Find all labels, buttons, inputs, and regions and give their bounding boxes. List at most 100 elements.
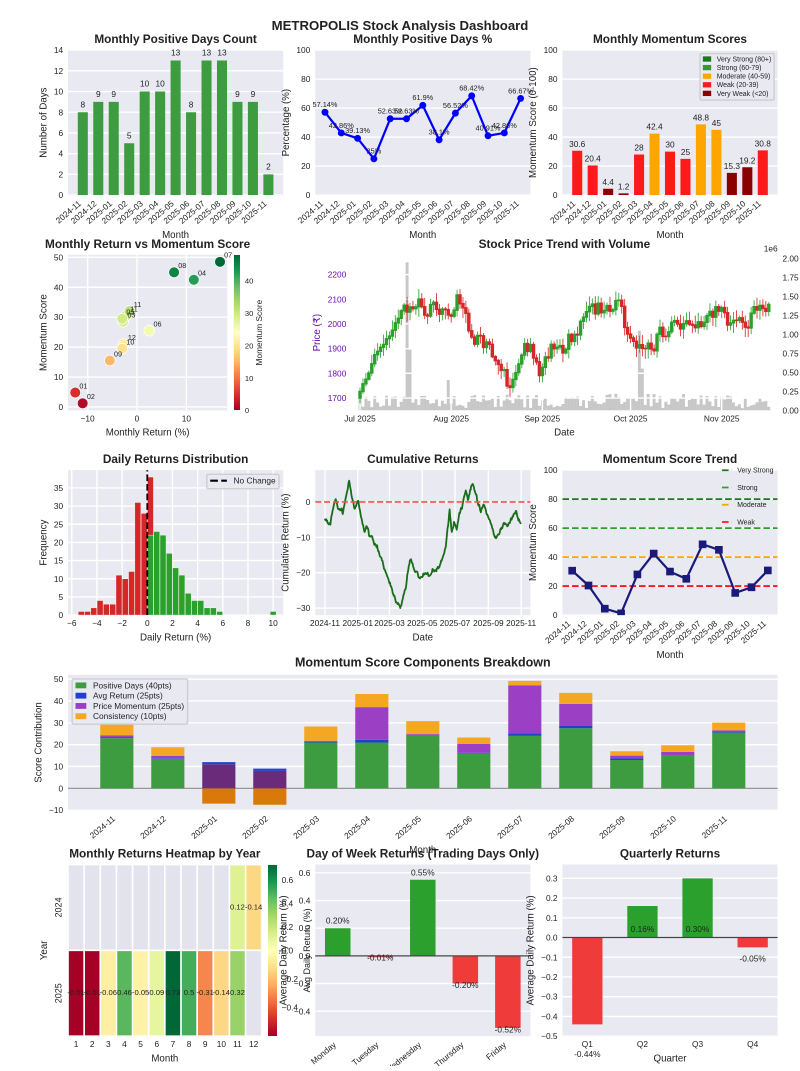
svg-text:01: 01 (79, 381, 87, 390)
svg-text:9: 9 (203, 1039, 208, 1049)
svg-text:0.75: 0.75 (782, 348, 799, 358)
svg-text:0.32: 0.32 (230, 988, 245, 997)
svg-text:Month: Month (656, 230, 683, 241)
svg-text:45: 45 (712, 118, 722, 128)
svg-text:60: 60 (548, 523, 558, 533)
svg-text:0.73: 0.73 (165, 988, 180, 997)
svg-text:80: 80 (548, 74, 558, 84)
svg-text:-0.61: -0.61 (67, 988, 84, 997)
svg-text:4: 4 (122, 1039, 127, 1049)
svg-text:9: 9 (235, 89, 240, 99)
svg-text:40: 40 (301, 132, 311, 142)
svg-text:100: 100 (544, 45, 558, 55)
svg-text:−0.4: −0.4 (294, 1006, 311, 1016)
svg-text:48.8: 48.8 (693, 112, 710, 122)
svg-text:0.46: 0.46 (117, 988, 132, 997)
svg-text:11: 11 (134, 300, 142, 309)
svg-text:-0.20%: -0.20% (452, 980, 479, 990)
svg-text:1.2: 1.2 (618, 181, 630, 191)
svg-text:−0.4: −0.4 (541, 1011, 558, 1021)
svg-text:10: 10 (268, 618, 278, 628)
svg-text:−30: −30 (296, 603, 310, 613)
svg-text:0: 0 (306, 190, 311, 200)
svg-text:−10: −10 (81, 413, 95, 423)
svg-text:2025-05: 2025-05 (407, 618, 438, 628)
svg-text:−6: −6 (67, 618, 77, 628)
svg-text:10: 10 (126, 337, 134, 346)
svg-text:20.4: 20.4 (585, 154, 602, 164)
svg-text:8: 8 (80, 99, 85, 109)
svg-text:8: 8 (58, 107, 63, 117)
svg-text:Momentum Score Components Brea: Momentum Score Components Breakdown (295, 655, 551, 669)
svg-text:9: 9 (251, 89, 256, 99)
svg-text:13: 13 (217, 48, 227, 58)
svg-text:8: 8 (246, 618, 251, 628)
svg-text:11: 11 (233, 1039, 242, 1049)
svg-text:14: 14 (54, 45, 64, 55)
svg-text:10: 10 (54, 87, 64, 97)
svg-text:Q1: Q1 (582, 1039, 593, 1049)
svg-text:10: 10 (54, 762, 64, 772)
svg-text:0.00: 0.00 (782, 405, 799, 415)
svg-text:20: 20 (54, 740, 64, 750)
svg-text:Average Daily Return (%): Average Daily Return (%) (278, 895, 289, 1005)
svg-text:Monthly Return (%): Monthly Return (%) (106, 428, 190, 439)
svg-text:08: 08 (178, 261, 186, 270)
svg-text:60: 60 (548, 103, 558, 113)
svg-text:1900: 1900 (328, 344, 347, 354)
svg-text:Date: Date (413, 632, 434, 643)
svg-text:25%: 25% (367, 147, 382, 156)
svg-text:1700: 1700 (328, 393, 347, 403)
svg-text:Monthly Returns Heatmap by Yea: Monthly Returns Heatmap by Year (69, 847, 261, 861)
svg-text:Stock Price Trend with Volume: Stock Price Trend with Volume (479, 237, 651, 251)
svg-text:Frequency: Frequency (38, 519, 49, 565)
svg-text:Monthly Momentum Scores: Monthly Momentum Scores (593, 32, 747, 46)
svg-text:0.0: 0.0 (299, 951, 311, 961)
svg-text:Avg Return (25pts): Avg Return (25pts) (93, 691, 163, 701)
svg-text:2200: 2200 (328, 270, 347, 280)
svg-text:0.55%: 0.55% (411, 867, 435, 877)
svg-text:Quarterly Returns: Quarterly Returns (620, 847, 721, 861)
svg-text:2100: 2100 (328, 294, 347, 304)
svg-text:52.63%: 52.63% (394, 107, 419, 116)
svg-text:1.50: 1.50 (782, 292, 799, 302)
svg-text:0.16%: 0.16% (631, 924, 655, 934)
svg-text:0: 0 (135, 413, 140, 423)
svg-text:0.25: 0.25 (782, 386, 799, 396)
svg-text:Very Strong: Very Strong (737, 468, 773, 475)
svg-text:15: 15 (54, 556, 64, 566)
svg-text:42.4: 42.4 (646, 122, 663, 132)
svg-text:-0.44%: -0.44% (574, 1049, 601, 1059)
svg-text:Average Daily Return (%): Average Daily Return (%) (526, 895, 537, 1005)
svg-text:Day of Week Returns (Trading D: Day of Week Returns (Trading Days Only) (307, 847, 540, 861)
svg-text:7: 7 (171, 1039, 176, 1049)
svg-text:2000: 2000 (328, 319, 347, 329)
svg-text:−0.5: −0.5 (541, 1031, 558, 1041)
svg-text:4: 4 (195, 618, 200, 628)
svg-text:3: 3 (106, 1039, 111, 1049)
svg-text:10: 10 (182, 413, 192, 423)
svg-text:20: 20 (54, 537, 64, 547)
svg-text:Score Contribution: Score Contribution (33, 702, 44, 783)
svg-text:25: 25 (54, 519, 64, 529)
svg-text:Oct 2025: Oct 2025 (614, 413, 648, 423)
svg-text:0: 0 (58, 783, 63, 793)
svg-text:30: 30 (54, 501, 64, 511)
svg-text:6: 6 (58, 128, 63, 138)
svg-text:Cumulative Return (%): Cumulative Return (%) (281, 493, 292, 591)
svg-text:80: 80 (301, 74, 311, 84)
svg-text:2025-09: 2025-09 (473, 618, 504, 628)
svg-text:2: 2 (170, 618, 175, 628)
svg-text:−0.3: −0.3 (541, 992, 558, 1002)
svg-text:10: 10 (140, 79, 150, 89)
svg-text:04: 04 (198, 269, 206, 278)
svg-text:20: 20 (301, 161, 311, 171)
svg-text:12: 12 (54, 66, 64, 76)
svg-text:38.1%: 38.1% (429, 128, 450, 137)
svg-text:5: 5 (138, 1039, 143, 1049)
svg-text:15.3: 15.3 (724, 161, 741, 171)
svg-text:10: 10 (217, 1039, 227, 1049)
svg-text:0.2: 0.2 (546, 893, 558, 903)
svg-text:39.13%: 39.13% (345, 126, 370, 135)
svg-text:Jul 2025: Jul 2025 (344, 413, 376, 423)
